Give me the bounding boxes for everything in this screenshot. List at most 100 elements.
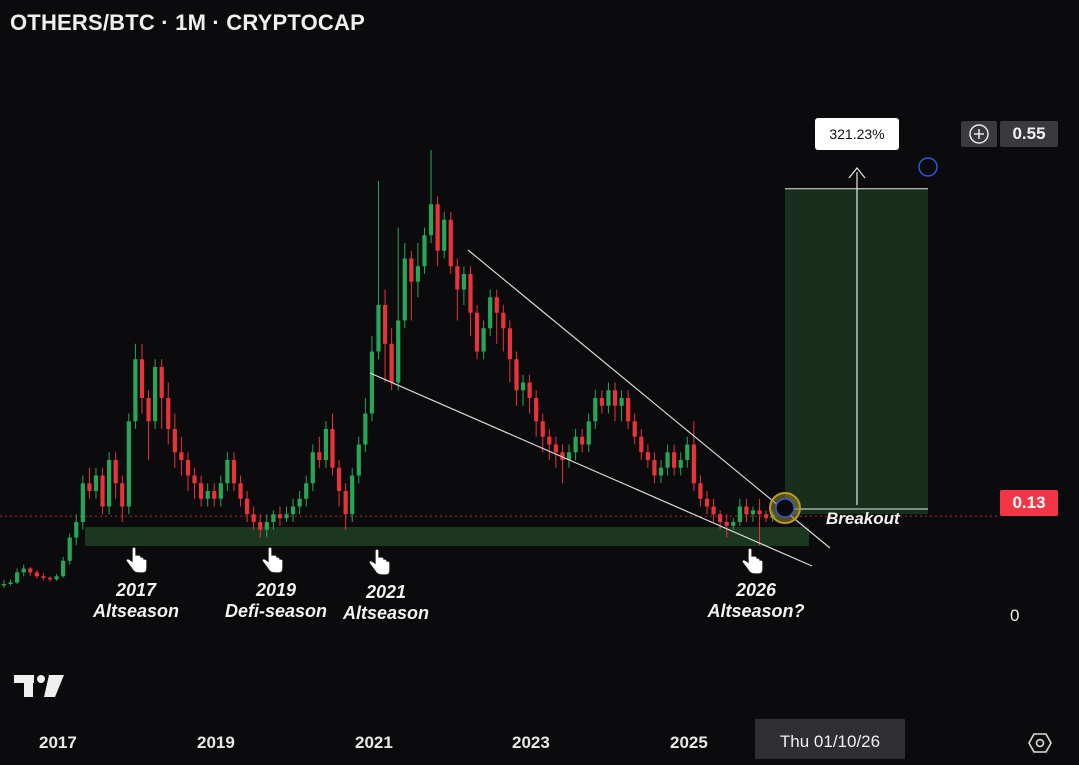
candle-body — [612, 390, 618, 406]
candle-body — [113, 460, 118, 484]
candle-body — [652, 460, 657, 476]
candle-body — [461, 274, 466, 290]
candle-body — [218, 483, 223, 499]
candle-body — [225, 460, 230, 484]
candle-body — [251, 514, 256, 522]
tradingview-logo[interactable] — [14, 669, 66, 699]
candle-body — [415, 266, 421, 282]
annotation-2021: 2021 Altseason — [336, 582, 436, 624]
candle-body — [665, 452, 670, 468]
candle-body — [238, 483, 243, 499]
breakout-handle — [775, 498, 795, 518]
candle-body — [54, 576, 59, 580]
annotation-2026: 2026 Altseason? — [700, 580, 812, 622]
add-price-button[interactable] — [961, 121, 997, 147]
candle-body — [159, 367, 164, 398]
candle-body — [520, 382, 526, 391]
target-handle — [918, 157, 938, 177]
candle-body — [626, 398, 631, 422]
candle-body — [507, 328, 512, 360]
candle-body — [8, 582, 13, 584]
candle-body — [428, 204, 434, 236]
measure-percent-label: 321.23% — [815, 118, 899, 150]
cursor-date-label: Thu 01/10/26 — [755, 719, 905, 759]
candle-body — [34, 572, 39, 577]
annotation-label: Altseason — [92, 601, 180, 621]
candle-body — [271, 514, 276, 522]
candle-body — [724, 522, 729, 526]
candle-body — [323, 429, 329, 460]
candle-body — [336, 467, 342, 491]
candle-body — [757, 510, 762, 515]
candle-body — [172, 429, 177, 453]
time-axis-label: 2019 — [197, 733, 235, 752]
candle-body — [566, 452, 572, 460]
candle-body — [264, 522, 269, 530]
candle-body — [599, 398, 604, 406]
candle-body — [28, 568, 33, 573]
candle-body — [199, 483, 204, 499]
candle-body — [93, 475, 99, 491]
candle-body — [244, 498, 250, 515]
candle-body — [750, 510, 756, 515]
wedge-lower-line — [369, 372, 813, 567]
price-tag-target: 0.55 — [1000, 121, 1058, 147]
candle-body — [382, 305, 388, 344]
annotation-year: 2021 — [365, 582, 407, 602]
candle-body — [107, 460, 112, 507]
candle-body — [442, 219, 447, 251]
candle-body — [606, 390, 611, 406]
candle-body — [645, 452, 650, 460]
time-axis-label: 2025 — [670, 733, 708, 752]
candle-body — [343, 491, 348, 515]
candle-body — [586, 421, 591, 445]
candle-body — [619, 398, 624, 406]
pointing-hand-icon — [261, 547, 284, 574]
candle-body — [21, 568, 26, 573]
annotation-2019: 2019 Defi-season — [218, 580, 334, 622]
candle-body — [139, 359, 145, 398]
candle-body — [356, 444, 361, 476]
candle-body — [350, 475, 355, 515]
candle-body — [448, 219, 453, 267]
candle-body — [205, 491, 210, 499]
candle-body — [277, 514, 283, 519]
candle-body — [258, 522, 263, 530]
annotation-label: Altseason? — [707, 601, 805, 621]
candle-body — [87, 483, 92, 491]
candle-body — [474, 312, 480, 352]
candle-body — [501, 312, 506, 329]
candle-body — [494, 297, 499, 313]
candle-body — [100, 475, 105, 507]
candle-body — [718, 514, 723, 522]
candle-body — [488, 297, 493, 329]
support-zone — [85, 527, 809, 546]
candle-body — [166, 398, 171, 429]
candle-body — [481, 328, 486, 352]
candle-body — [212, 491, 217, 499]
settings-icon[interactable] — [1028, 731, 1052, 755]
candle-body — [731, 522, 736, 526]
candle-body — [74, 522, 79, 538]
candle-body — [376, 305, 381, 352]
candle-body — [468, 274, 473, 313]
annotation-year: 2019 — [255, 580, 297, 600]
breakout-label: Breakout — [826, 509, 900, 528]
candle-body — [698, 483, 703, 499]
candle-body — [704, 498, 710, 507]
pointing-hand-icon — [125, 547, 148, 574]
chart-title: OTHERS/BTC · 1M · CRYPTOCAP — [10, 10, 365, 35]
candle-body — [310, 452, 315, 484]
candle-body — [764, 514, 769, 519]
plus-circle-icon — [969, 124, 989, 144]
candle-body — [133, 359, 138, 422]
candle-body — [15, 572, 20, 583]
pointing-hand-icon — [368, 549, 391, 576]
candle-body — [231, 460, 237, 484]
candle-body — [396, 320, 401, 383]
candle-body — [185, 460, 191, 476]
candle-body — [560, 452, 565, 460]
time-axis-label: 2023 — [512, 733, 550, 752]
candle-body — [527, 382, 532, 398]
